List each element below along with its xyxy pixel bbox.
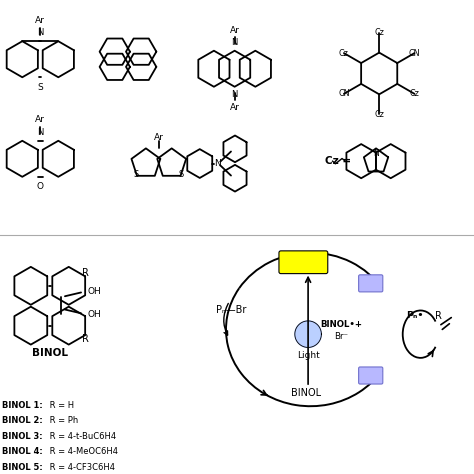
FancyBboxPatch shape (359, 367, 383, 384)
Text: Ar: Ar (36, 16, 45, 25)
Text: CN: CN (409, 49, 420, 57)
Text: Br⁻: Br⁻ (334, 332, 348, 341)
Text: R = H: R = H (47, 401, 74, 410)
Text: Ar: Ar (230, 103, 239, 112)
Polygon shape (295, 321, 321, 347)
Text: Cz =: Cz = (325, 156, 351, 166)
Text: R: R (82, 267, 89, 278)
Text: BINOL*: BINOL* (284, 258, 322, 267)
Text: N: N (214, 159, 221, 168)
Text: O: O (37, 182, 44, 191)
Text: N: N (37, 28, 44, 37)
Text: SET: SET (361, 371, 380, 380)
Text: Pₙ—Br: Pₙ—Br (216, 305, 246, 316)
Text: Ar: Ar (36, 115, 45, 124)
Text: OH: OH (88, 287, 101, 296)
Text: CN: CN (338, 90, 350, 98)
Text: Pₙ•: Pₙ• (406, 311, 424, 319)
Text: R = 4-CF3C6H4: R = 4-CF3C6H4 (47, 463, 115, 472)
Text: Light: Light (297, 352, 319, 360)
Text: Cz: Cz (410, 90, 419, 98)
Text: BINOL 1:: BINOL 1: (2, 401, 43, 410)
Text: OH: OH (88, 310, 101, 319)
FancyBboxPatch shape (279, 251, 328, 273)
Text: BINOL 3:: BINOL 3: (2, 432, 43, 441)
Text: Ar: Ar (230, 26, 239, 35)
Text: S: S (37, 83, 43, 92)
Text: S: S (179, 170, 184, 179)
FancyBboxPatch shape (359, 275, 383, 292)
Text: S: S (133, 170, 139, 179)
Text: BINOL 2:: BINOL 2: (2, 416, 43, 425)
Text: N: N (231, 90, 238, 99)
Text: Ar: Ar (154, 134, 164, 142)
Text: R: R (435, 311, 442, 321)
Text: R = 4-t-BuC6H4: R = 4-t-BuC6H4 (47, 432, 117, 441)
Text: BINOL 5:: BINOL 5: (2, 463, 43, 472)
Text: R = 4-MeOC6H4: R = 4-MeOC6H4 (47, 447, 118, 456)
Text: BINOL 4:: BINOL 4: (2, 447, 43, 456)
Text: N: N (37, 128, 44, 137)
Text: Cz: Cz (339, 49, 349, 57)
Text: Cz: Cz (374, 28, 384, 37)
Text: N: N (231, 38, 238, 47)
Text: BINOL: BINOL (291, 388, 321, 399)
Text: BINOL•+: BINOL•+ (320, 320, 362, 329)
Text: BINOL: BINOL (32, 348, 68, 358)
Text: R = Ph: R = Ph (47, 416, 79, 425)
Text: Cz: Cz (374, 110, 384, 118)
Text: N: N (373, 149, 379, 158)
Text: SET: SET (361, 279, 380, 288)
Text: R: R (82, 334, 89, 344)
